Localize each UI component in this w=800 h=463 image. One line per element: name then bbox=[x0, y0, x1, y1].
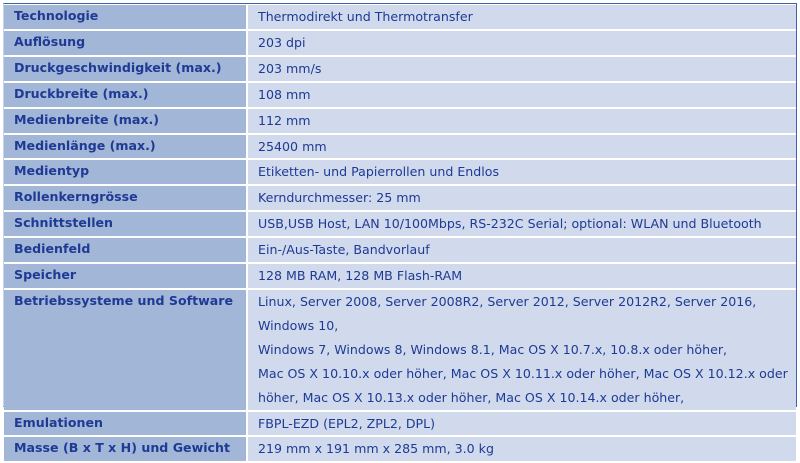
spec-label: Technologie bbox=[4, 5, 248, 29]
spec-value-line: höher, Mac OS X 10.13.x oder höher, Mac … bbox=[258, 389, 685, 405]
spec-row: Medienbreite (max.) 112 mm bbox=[4, 108, 796, 133]
spec-row: Betriebssysteme und Software Linux, Serve… bbox=[4, 289, 796, 410]
spec-label: Rollenkerngrösse bbox=[4, 186, 248, 211]
spec-label: Medienbreite (max.) bbox=[4, 108, 248, 133]
spec-value: 112 mm bbox=[248, 108, 796, 133]
spec-label: Schnittstellen bbox=[4, 212, 248, 237]
spec-value: Linux, Server 2008, Server 2008R2, Serve… bbox=[248, 289, 796, 410]
spec-label: Bedienfeld bbox=[4, 238, 248, 263]
spec-value: 128 MB RAM, 128 MB Flash-RAM bbox=[248, 264, 796, 288]
spec-table-frame: Technologie Thermodirekt und Thermotransf… bbox=[3, 3, 797, 462]
spec-label: Auflösung bbox=[4, 30, 248, 55]
spec-value: 219 mm x 191 mm x 285 mm, 3.0 kg bbox=[248, 437, 796, 462]
spec-value: Thermodirekt und Thermotransfer bbox=[248, 5, 796, 29]
spec-row: Bedienfeld Ein-/Aus-Taste, Bandvorlauf bbox=[4, 238, 796, 263]
spec-value: FBPL-EZD (EPL2, ZPL2, DPL) bbox=[248, 411, 796, 436]
spec-value: Ein-/Aus-Taste, Bandvorlauf bbox=[248, 238, 796, 263]
spec-value: 203 dpi bbox=[248, 30, 796, 55]
spec-label: Druckgeschwindigkeit (max.) bbox=[4, 56, 248, 81]
spec-table: Technologie Thermodirekt und Thermotransf… bbox=[4, 3, 796, 463]
spec-row: Medienlänge (max.) 25400 mm bbox=[4, 134, 796, 159]
spec-row: Masse (B x T x H) und Gewicht 219 mm x 19… bbox=[4, 437, 796, 462]
spec-label: Emulationen bbox=[4, 411, 248, 436]
spec-label: Druckbreite (max.) bbox=[4, 82, 248, 107]
spec-row: Auflösung 203 dpi bbox=[4, 30, 796, 55]
spec-label: Medienlänge (max.) bbox=[4, 134, 248, 159]
spec-row: Schnittstellen USB,USB Host, LAN 10/100Mb… bbox=[4, 212, 796, 237]
spec-label: Masse (B x T x H) und Gewicht bbox=[4, 437, 248, 462]
spec-row: Speicher 128 MB RAM, 128 MB Flash-RAM bbox=[4, 264, 796, 288]
spec-label: Speicher bbox=[4, 264, 248, 288]
spec-row: Technologie Thermodirekt und Thermotransf… bbox=[4, 5, 796, 29]
spec-value-line: Linux, Server 2008, Server 2008R2, Serve… bbox=[258, 293, 757, 333]
spec-row: Emulationen FBPL-EZD (EPL2, ZPL2, DPL) bbox=[4, 411, 796, 436]
spec-value: USB,USB Host, LAN 10/100Mbps, RS-232C Se… bbox=[248, 212, 796, 237]
spec-value: Etiketten- und Papierrollen und Endlos bbox=[248, 160, 796, 185]
spec-row: Druckgeschwindigkeit (max.) 203 mm/s bbox=[4, 56, 796, 81]
spec-value: 108 mm bbox=[248, 82, 796, 107]
spec-value: 203 mm/s bbox=[248, 56, 796, 81]
spec-row: Medientyp Etiketten- und Papierrollen und… bbox=[4, 160, 796, 185]
spec-row: Druckbreite (max.) 108 mm bbox=[4, 82, 796, 107]
spec-value-line: Windows 7, Windows 8, Windows 8.1, Mac O… bbox=[258, 341, 728, 357]
spec-value: 25400 mm bbox=[248, 134, 796, 159]
spec-value: Kerndurchmesser: 25 mm bbox=[248, 186, 796, 211]
spec-value-line: Mac OS X 10.10.x oder höher, Mac OS X 10… bbox=[258, 365, 788, 381]
spec-label: Medientyp bbox=[4, 160, 248, 185]
spec-label: Betriebssysteme und Software bbox=[4, 289, 248, 410]
spec-row: Rollenkerngrösse Kerndurchmesser: 25 mm bbox=[4, 186, 796, 211]
